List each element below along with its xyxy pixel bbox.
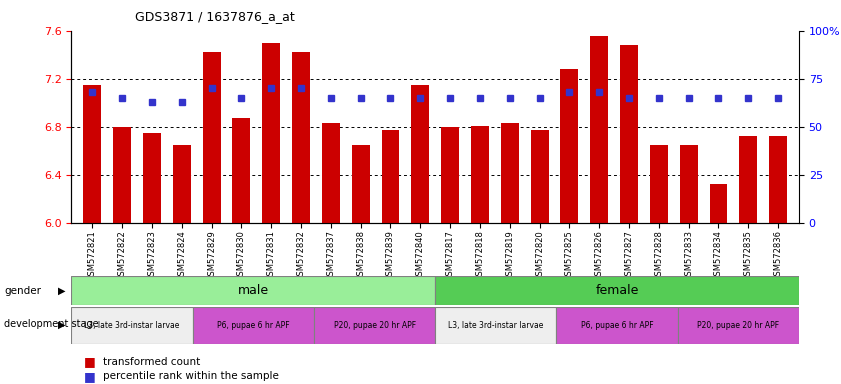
Bar (590, 36, 608, 223)
Text: development stage: development stage (4, 319, 99, 329)
Bar (83, 85, 101, 223)
Text: gender: gender (4, 286, 41, 296)
Bar (560, 69, 579, 223)
Text: ■: ■ (84, 370, 96, 383)
Bar (232, 118, 251, 223)
Text: GDS3871 / 1637876_a_at: GDS3871 / 1637876_a_at (135, 10, 294, 23)
Bar (557, 307, 678, 344)
Bar (436, 276, 799, 305)
Text: L3, late 3rd-instar larvae: L3, late 3rd-instar larvae (84, 321, 180, 330)
Text: P20, pupae 20 hr APF: P20, pupae 20 hr APF (334, 321, 415, 330)
Bar (471, 126, 489, 223)
Bar (382, 130, 399, 223)
Bar (322, 123, 340, 223)
Text: P6, pupae 6 hr APF: P6, pupae 6 hr APF (217, 321, 289, 330)
Bar (710, 184, 727, 223)
Bar (500, 123, 519, 223)
Bar (314, 307, 436, 344)
Text: transformed count: transformed count (103, 357, 200, 367)
Bar (114, 127, 131, 223)
Bar (352, 145, 370, 223)
Text: ▶: ▶ (58, 286, 66, 296)
Bar (292, 52, 310, 223)
Bar (739, 136, 757, 223)
Bar (620, 45, 638, 223)
Bar (436, 307, 557, 344)
Text: ■: ■ (84, 355, 96, 368)
Bar (262, 43, 280, 223)
Text: L3, late 3rd-instar larvae: L3, late 3rd-instar larvae (448, 321, 543, 330)
Bar (411, 85, 429, 223)
Text: male: male (238, 285, 269, 297)
Text: ▶: ▶ (58, 319, 66, 329)
Text: P20, pupae 20 hr APF: P20, pupae 20 hr APF (697, 321, 780, 330)
Bar (678, 307, 799, 344)
Text: P6, pupae 6 hr APF: P6, pupae 6 hr APF (581, 321, 653, 330)
Bar (442, 127, 459, 223)
Bar (143, 133, 161, 223)
Bar (71, 276, 436, 305)
Bar (770, 136, 787, 223)
Bar (650, 145, 668, 223)
Bar (203, 52, 220, 223)
Bar (71, 307, 193, 344)
Bar (531, 130, 548, 223)
Bar (680, 145, 697, 223)
Bar (173, 145, 191, 223)
Text: percentile rank within the sample: percentile rank within the sample (103, 371, 278, 381)
Bar (193, 307, 314, 344)
Text: female: female (595, 285, 639, 297)
